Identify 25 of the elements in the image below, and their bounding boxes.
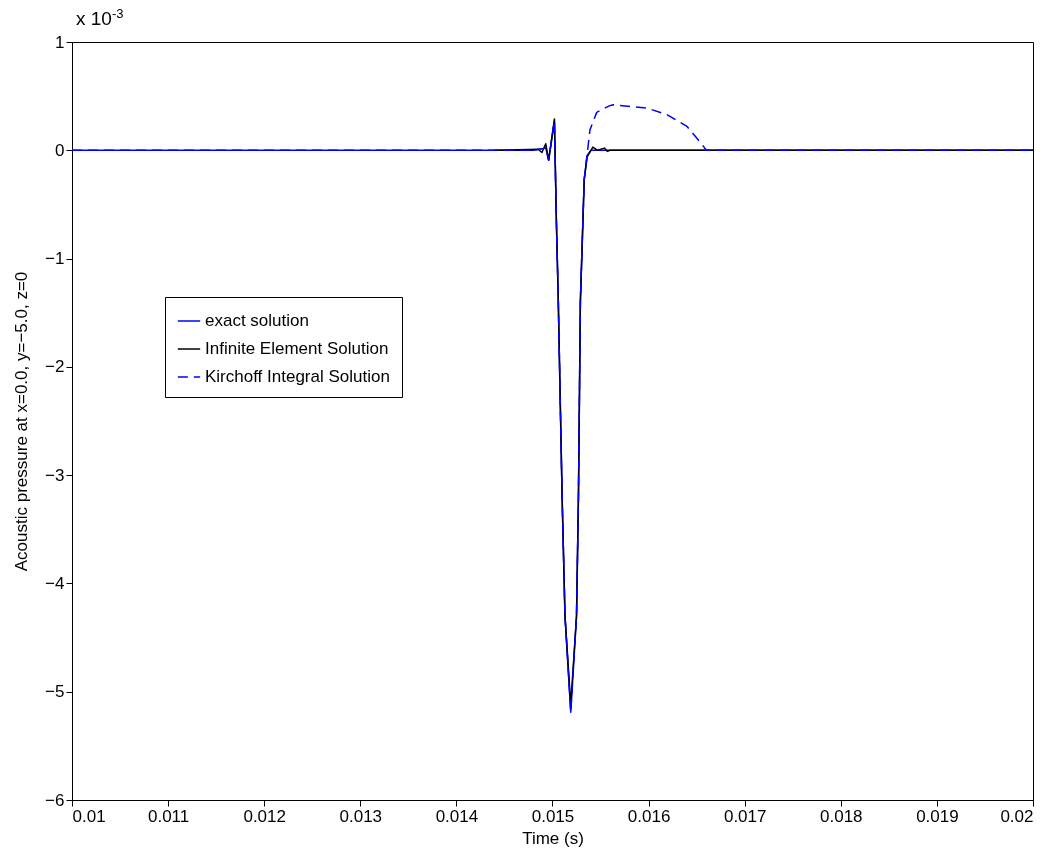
y-tick-label: −2 [45, 357, 65, 377]
x-tick-label: 0.019 [916, 806, 959, 826]
legend-label: exact solution [205, 311, 309, 330]
y-tick-label: −4 [45, 573, 65, 593]
x-tick-label: 0.01 [72, 806, 106, 826]
x-tick-label: 0.015 [531, 806, 575, 826]
x-tick-label: 0.011 [147, 806, 190, 826]
y-tick-label: −6 [45, 790, 65, 810]
y-tick-label: −5 [45, 682, 65, 702]
x-axis-title: Time (s) [522, 828, 584, 848]
x-tick-label: 0.017 [723, 806, 767, 826]
x-tick-label: 0.012 [243, 806, 286, 826]
x-tick-label: 0.013 [339, 806, 383, 826]
text: x 10$^{-3}$ [76, 6, 124, 31]
legend-label: Kirchoff Integral Solution [205, 367, 390, 386]
y-tick-label: −1 [45, 249, 65, 269]
x-tick-label: 0.02 [1000, 806, 1034, 826]
y-tick-label: 0 [55, 140, 65, 160]
x-tick-label: 0.014 [435, 806, 479, 826]
y-axis-title: Acoustic pressure at x=0.0, y=−5.0, z=0 [12, 271, 32, 572]
y-tick-label: 1 [55, 32, 65, 52]
x-tick-label: 0.018 [820, 806, 863, 826]
x-tick-label: 0.016 [627, 806, 671, 826]
y-tick-label: −3 [45, 465, 65, 485]
legend-label: Infinite Element Solution [205, 339, 389, 358]
